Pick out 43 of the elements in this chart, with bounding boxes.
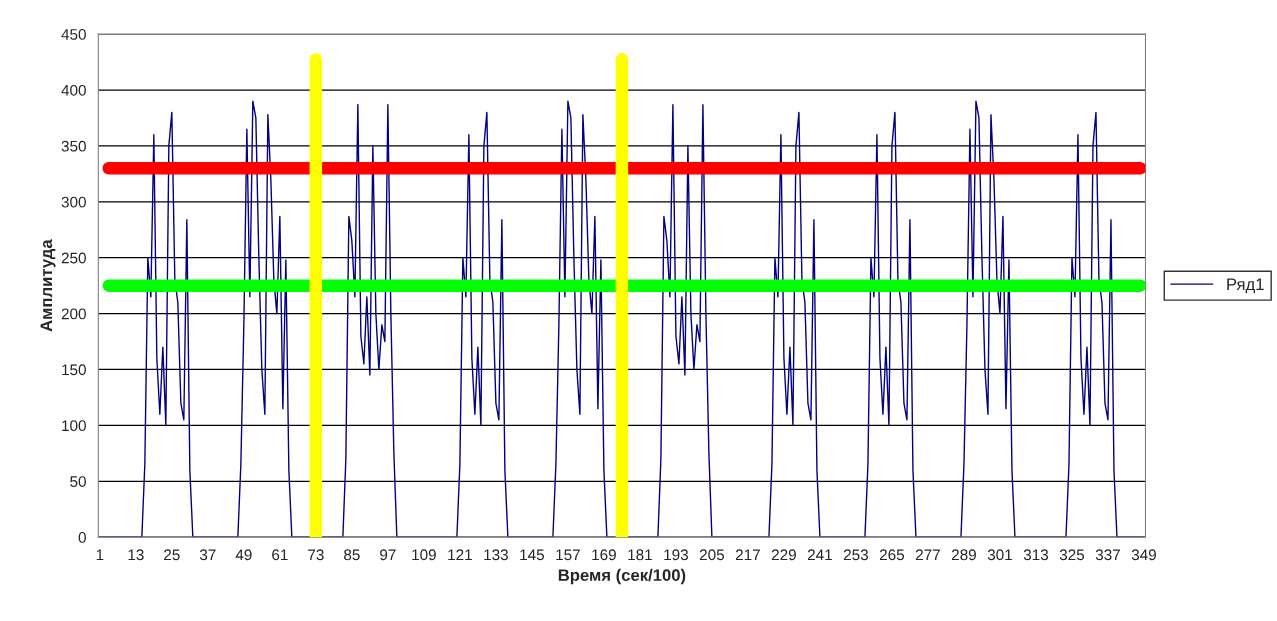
y-tick-label: 150 xyxy=(62,364,86,376)
x-tick-label: 241 xyxy=(807,549,832,561)
legend-label: Ряд1 xyxy=(1227,278,1264,294)
x-tick-label: 13 xyxy=(128,549,144,561)
x-tick-label: 121 xyxy=(448,549,472,561)
x-tick-label: 85 xyxy=(344,549,360,561)
x-tick-label: 313 xyxy=(1023,549,1049,561)
x-tick-label: 157 xyxy=(556,549,580,561)
x-tick-label: 109 xyxy=(412,549,436,561)
x-tick-label: 49 xyxy=(235,549,252,561)
x-tick-label: 181 xyxy=(628,549,652,561)
y-tick-label: 400 xyxy=(61,84,86,96)
x-tick-label: 133 xyxy=(484,549,508,561)
x-tick-label: 1 xyxy=(96,549,104,561)
x-tick-label: 289 xyxy=(951,549,976,561)
x-tick-label: 277 xyxy=(915,549,940,561)
y-tick-label: 0 xyxy=(78,532,86,543)
y-tick-label: 50 xyxy=(70,476,86,487)
x-tick-label: 37 xyxy=(199,549,216,561)
x-axis-title: Время (сек/100) xyxy=(558,568,686,585)
y-tick-label: 250 xyxy=(61,252,86,264)
x-tick-label: 229 xyxy=(771,549,796,561)
y-tick-label: 200 xyxy=(61,308,86,320)
x-tick-label: 193 xyxy=(664,549,688,561)
y-tick-label: 450 xyxy=(61,29,86,40)
x-tick-label: 205 xyxy=(699,549,725,561)
x-tick-label: 61 xyxy=(272,549,288,561)
x-tick-label: 325 xyxy=(1059,549,1085,561)
y-tick-label: 100 xyxy=(62,420,86,432)
x-tick-label: 301 xyxy=(987,549,1012,561)
x-tick-label: 97 xyxy=(380,549,396,561)
x-tick-label: 25 xyxy=(164,549,180,561)
x-tick-label: 217 xyxy=(735,549,760,561)
x-tick-label: 253 xyxy=(843,549,869,561)
x-tick-label: 169 xyxy=(592,549,616,561)
y-tick-label: 350 xyxy=(61,140,86,152)
x-tick-label: 265 xyxy=(879,549,905,561)
x-tick-label: 337 xyxy=(1095,549,1120,561)
x-tick-label: 145 xyxy=(520,549,544,561)
x-tick-label: 349 xyxy=(1131,549,1156,561)
y-axis-title: Амплитуда xyxy=(40,239,56,332)
y-tick-label: 300 xyxy=(61,196,86,208)
x-tick-label: 73 xyxy=(308,549,324,561)
